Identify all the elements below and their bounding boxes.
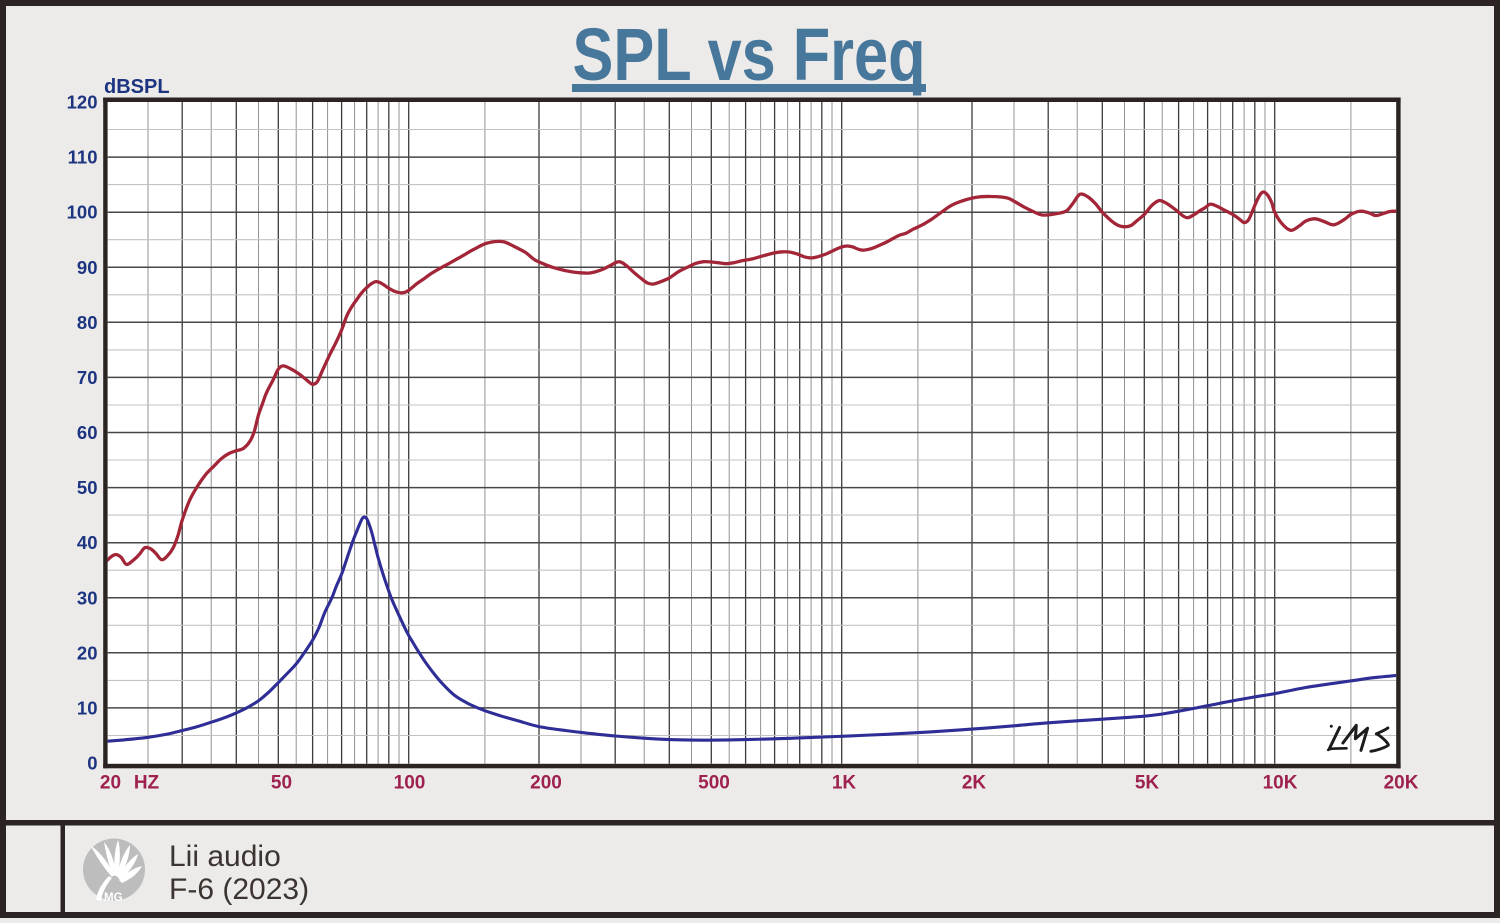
- svg-text:HZ: HZ: [134, 773, 160, 794]
- svg-text:1K: 1K: [832, 773, 857, 794]
- svg-text:500: 500: [698, 773, 730, 794]
- svg-text:20: 20: [100, 773, 121, 794]
- svg-text:30: 30: [77, 587, 98, 608]
- svg-text:120: 120: [67, 92, 98, 113]
- svg-text:Lii audio: Lii audio: [169, 840, 281, 873]
- svg-text:50: 50: [77, 477, 98, 498]
- svg-text:70: 70: [77, 367, 98, 388]
- svg-text:20: 20: [77, 642, 98, 663]
- svg-text:MG: MG: [104, 892, 123, 904]
- svg-text:60: 60: [77, 422, 98, 443]
- svg-text:10K: 10K: [1263, 773, 1298, 794]
- svg-text:F-6 (2023): F-6 (2023): [169, 873, 309, 906]
- svg-text:dBSPL: dBSPL: [104, 76, 170, 98]
- svg-text:110: 110: [68, 147, 98, 168]
- svg-text:20K: 20K: [1384, 773, 1419, 794]
- svg-text:80: 80: [77, 312, 98, 333]
- svg-text:100: 100: [67, 202, 98, 223]
- svg-text:200: 200: [530, 773, 562, 794]
- svg-text:40: 40: [77, 532, 98, 553]
- svg-text:2K: 2K: [962, 773, 987, 794]
- svg-text:50: 50: [271, 773, 292, 794]
- svg-text:10: 10: [77, 697, 98, 718]
- svg-text:90: 90: [77, 257, 98, 278]
- svg-text:5K: 5K: [1135, 773, 1160, 794]
- svg-text:100: 100: [394, 773, 426, 794]
- svg-text:0: 0: [87, 753, 97, 774]
- svg-text:SPL vs Freq: SPL vs Freq: [573, 13, 926, 96]
